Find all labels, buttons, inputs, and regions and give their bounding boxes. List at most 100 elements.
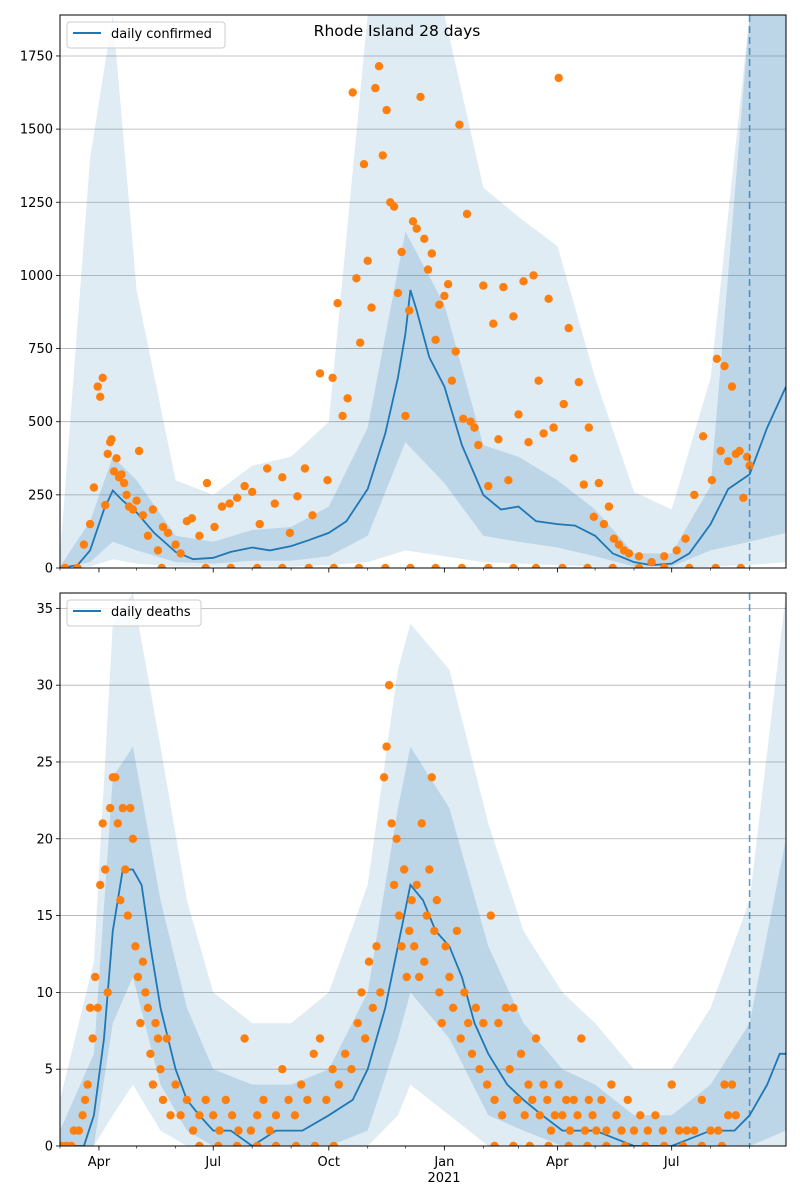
data-point [333,299,342,308]
data-point [88,1034,97,1043]
data-point [121,865,130,874]
data-point [176,549,185,558]
data-point [201,1095,210,1105]
data-point [486,911,495,920]
data-point [441,942,450,951]
data-point [131,942,140,951]
data-point [367,303,376,312]
data-point [417,819,426,828]
data-point [215,1126,224,1135]
data-point [447,376,457,385]
data-point-zero [697,1141,706,1146]
y-tick-label: 1000 [20,269,53,284]
data-point [166,1111,175,1120]
data-point [402,972,411,982]
data-point [93,382,102,391]
data-point [408,217,418,226]
confidence-bands [60,593,786,1146]
data-point [343,394,352,403]
data-point [382,742,391,751]
data-point [584,1095,593,1105]
data-point-zero [406,563,415,568]
data-point [544,294,553,303]
data-point [471,1003,480,1012]
data-point [113,819,123,828]
data-point [278,1065,287,1074]
data-point [80,1095,90,1105]
x-axis-ticks: Apr Jul Oct Jan Apr Jul [59,1146,750,1170]
data-point [597,1095,606,1105]
data-point-zero [310,1141,320,1146]
data-point [445,972,454,982]
x-axis-ticks [59,568,750,573]
data-point-zero [531,563,541,568]
data-point [672,546,681,555]
data-point [528,1095,537,1105]
y-tick-label: 25 [36,755,53,770]
data-point [569,454,578,463]
x-tick-label: Apr [546,1155,569,1170]
data-point [368,1003,377,1012]
data-point [623,1095,632,1105]
data-point-zero [641,1141,650,1146]
data-point [357,988,366,997]
data-point [425,865,434,874]
reported-points [60,61,754,568]
data-point [227,1111,237,1120]
data-point-zero [457,563,467,568]
data-point [151,1018,160,1028]
data-point [405,306,414,315]
data-point [158,1095,168,1105]
data-point [599,519,609,529]
data-point [697,1095,706,1105]
data-point [400,865,409,874]
data-point [675,1126,684,1135]
data-point [519,277,528,286]
data-point [499,282,508,292]
y-tick-label: 5 [45,1063,53,1078]
x-axis-year-label: 2021 [427,1171,460,1186]
legend-box [66,21,226,49]
data-point [328,1065,337,1074]
data-point [107,435,116,444]
data-point [225,499,234,508]
data-point [271,1111,281,1120]
data-point [534,376,543,385]
data-point [106,803,115,813]
data-point [415,972,424,982]
data-point [359,160,369,169]
data-point-zero [329,1141,338,1146]
data-point-zero [195,1141,204,1146]
plot-frame [59,14,787,569]
data-point [284,1095,293,1105]
data-point [430,926,439,936]
data-point [103,449,112,459]
data-point [594,478,603,488]
data-point-zero [354,563,364,568]
data-point-zero [226,563,235,568]
data-point [389,202,399,211]
data-point [119,478,129,488]
data-point [660,552,669,561]
data-point [352,274,361,283]
y-tick-label: 35 [36,602,53,617]
data-point [109,467,119,476]
data-point [504,476,513,485]
data-point [543,1095,552,1105]
data-point [509,312,518,321]
data-point [589,512,598,521]
data-point [529,271,538,280]
data-point [490,1095,499,1105]
data-point [182,1095,192,1105]
data-point [117,470,126,479]
data-point [141,988,150,997]
data-point [85,519,95,529]
data-point [513,1095,522,1105]
data-point [514,410,523,419]
data-point-zero [329,563,338,568]
data-point-zero [660,1141,669,1146]
x-tick-label: Jan [433,1155,454,1170]
y-tick-label: 250 [28,488,53,503]
data-point [690,490,699,500]
data-point-zero [509,563,518,568]
